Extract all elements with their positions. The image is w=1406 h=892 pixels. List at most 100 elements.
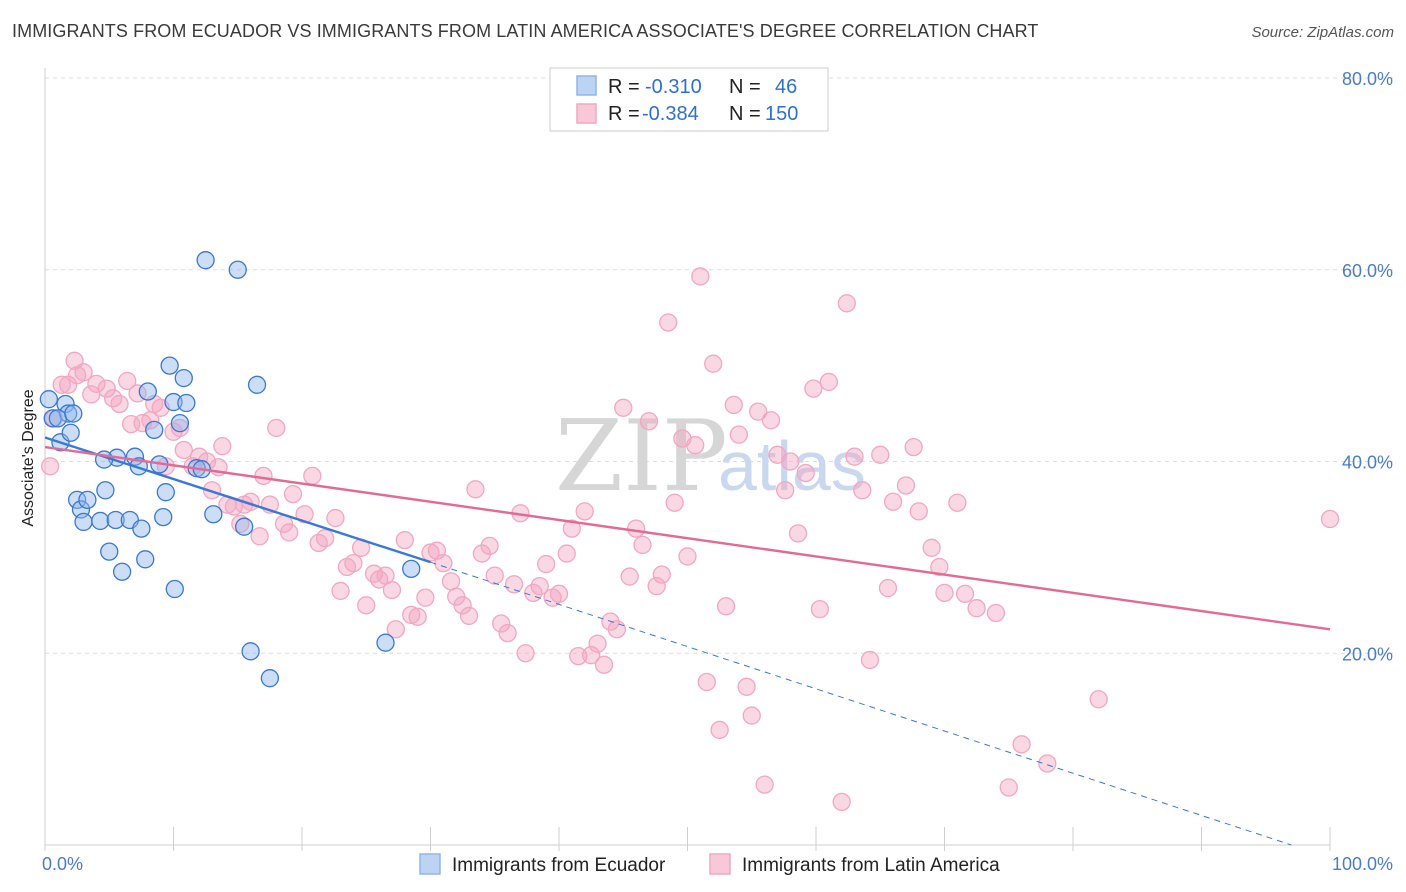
latin-point-87 [594, 655, 614, 674]
y-tick-label-40: 40.0% [1342, 453, 1393, 473]
ecuador-point-45 [64, 404, 83, 423]
latin-point-57 [402, 605, 421, 625]
latin-point-141 [1012, 735, 1031, 754]
legend-r-label-latin: R = [608, 103, 640, 125]
ecuador-point-4 [61, 423, 80, 442]
ecuador-point-0 [39, 390, 59, 409]
latin-point-102 [691, 267, 710, 286]
watermark: ZIP atlas [555, 400, 866, 514]
ecuador-point-11 [91, 511, 110, 531]
bottom-legend-swatch-ecuador [419, 853, 441, 875]
latin-point-113 [761, 411, 781, 430]
latin-point-63 [441, 572, 461, 591]
latin-point-50 [357, 596, 376, 615]
ecuador-point-32 [196, 251, 215, 270]
ecuador-point-35 [235, 517, 254, 536]
series-legend: Immigrants from Ecuador Immigrants from … [419, 853, 1000, 876]
latin-point-59 [416, 588, 435, 607]
x-tick-label-max: 100.0% [1332, 854, 1393, 874]
legend-r-label-ecuador: R = [608, 76, 640, 98]
latin-point-69 [480, 536, 499, 556]
ecuador-point-25 [160, 356, 179, 375]
ecuador-point-36 [241, 642, 260, 661]
ecuador-point-22 [145, 420, 164, 440]
latin-point-110 [742, 706, 761, 725]
latin-point-132 [909, 502, 928, 521]
ecuador-point-40 [402, 559, 421, 579]
latin-point-98 [665, 493, 684, 512]
latin-point-42 [303, 466, 322, 486]
latin-point-126 [860, 650, 880, 670]
ecuador-point-20 [136, 550, 155, 569]
legend-n-value-latin: 150 [765, 103, 798, 125]
latin-point-83 [569, 646, 588, 666]
latin-point-109 [737, 677, 756, 696]
y-tick-label-80: 80.0% [1342, 69, 1393, 89]
ecuador-point-37 [247, 375, 267, 394]
ecuador-point-6 [48, 409, 67, 428]
y-axis-label: Associate's Degree [20, 389, 37, 526]
latin-point-39 [279, 523, 299, 542]
latin-point-131 [904, 437, 923, 457]
chart-title: IMMIGRANTS FROM ECUADOR VS IMMIGRANTS FR… [12, 21, 1039, 41]
latin-point-54 [382, 580, 402, 600]
bottom-legend-label-ecuador: Immigrants from Ecuador [452, 855, 666, 876]
latin-point-68 [472, 544, 492, 563]
latin-point-28 [213, 437, 232, 456]
ecuador-point-38 [260, 669, 280, 688]
latin-point-125 [853, 481, 872, 500]
latin-point-117 [788, 524, 808, 543]
latin-point-73 [504, 575, 524, 594]
latin-point-85 [581, 646, 601, 665]
ecuador-point-43 [154, 507, 173, 527]
latin-point-144 [1320, 509, 1340, 529]
ecuador-point-12 [96, 481, 115, 500]
x-tick-label-min: 0.0% [42, 854, 83, 874]
legend-n-value-ecuador: 46 [775, 76, 797, 98]
latin-point-122 [832, 792, 851, 812]
ecuador-point-9 [78, 490, 97, 510]
trend-ecuador-dashed [430, 561, 1292, 846]
latin-point-105 [710, 720, 729, 740]
y-tick-labels: 20.0% 40.0% 60.0% 80.0% [1342, 69, 1393, 664]
latin-point-112 [755, 775, 774, 794]
latin-point-108 [729, 425, 749, 444]
latin-point-41 [295, 505, 314, 524]
latin-point-142 [1038, 754, 1057, 773]
latin-point-44 [315, 529, 335, 548]
latin-point-100 [678, 547, 697, 566]
latin-point-9 [97, 379, 116, 398]
watermark-atlas: atlas [718, 427, 866, 505]
latin-point-65 [453, 596, 472, 615]
latin-point-66 [459, 606, 479, 626]
ecuador-point-33 [204, 505, 223, 524]
latin-point-81 [557, 544, 576, 563]
latin-point-138 [967, 599, 986, 618]
latin-point-89 [607, 620, 626, 639]
trend-ecuador [44, 436, 431, 564]
ecuador-point-28 [170, 413, 190, 433]
latin-point-34 [250, 527, 269, 546]
latin-point-136 [948, 493, 967, 512]
latin-point-123 [837, 294, 856, 313]
latin-point-97 [659, 313, 678, 332]
ecuador-point-21 [138, 382, 157, 401]
latin-point-2 [52, 375, 71, 394]
grid-lines [45, 77, 1393, 654]
latin-point-45 [326, 508, 345, 528]
latin-point-92 [626, 519, 646, 538]
latin-point-128 [878, 578, 898, 598]
latin-point-94 [639, 412, 659, 431]
latin-point-86 [588, 634, 607, 653]
latin-point-37 [267, 418, 286, 438]
series-ecuador-points [39, 251, 421, 688]
latin-point-80 [549, 584, 569, 603]
latin-point-106 [716, 597, 736, 616]
latin-point-111 [749, 402, 768, 421]
latin-point-56 [395, 530, 414, 550]
legend-n-label-latin: N = [729, 103, 761, 125]
latin-point-40 [283, 484, 303, 504]
latin-point-12 [118, 371, 137, 391]
latin-point-55 [386, 620, 405, 639]
latin-point-118 [796, 463, 815, 483]
